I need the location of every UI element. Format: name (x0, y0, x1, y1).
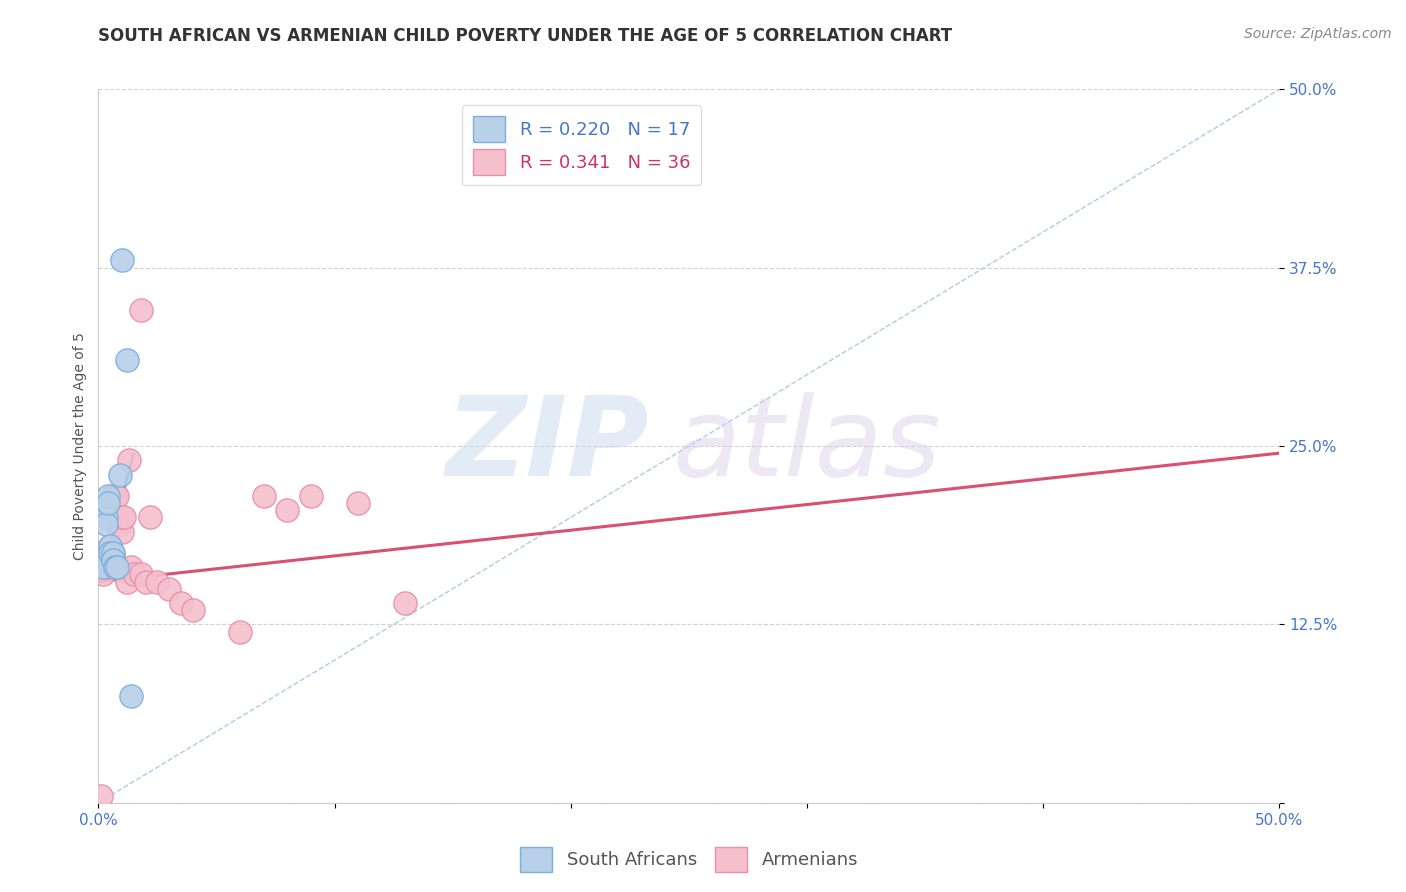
Point (135, 574, 157, 589)
Point (347, 496, 370, 510)
Point (229, 624, 252, 639)
Point (111, 510, 134, 524)
Point (129, 303, 152, 318)
Point (98, 539, 121, 553)
Point (97, 496, 120, 510)
Point (115, 353, 138, 368)
Point (108, 467, 131, 482)
Point (90, 789, 112, 803)
Point (394, 596, 416, 610)
Point (90, 553, 112, 567)
Point (146, 574, 169, 589)
Point (139, 510, 162, 524)
Point (90, 560, 112, 574)
Point (90, 553, 112, 567)
Point (91, 567, 114, 582)
Point (115, 574, 138, 589)
Point (98, 546, 121, 560)
Point (121, 560, 143, 574)
Point (97, 489, 120, 503)
Point (91, 560, 114, 574)
Text: Source: ZipAtlas.com: Source: ZipAtlas.com (1244, 27, 1392, 41)
Point (101, 489, 124, 503)
Point (104, 489, 127, 503)
Point (105, 517, 128, 532)
Point (101, 553, 124, 567)
Point (90, 546, 112, 560)
Point (299, 489, 322, 503)
Point (129, 567, 152, 582)
Point (94, 510, 117, 524)
Point (122, 567, 145, 582)
Point (118, 453, 141, 467)
Point (108, 517, 131, 532)
Point (170, 596, 193, 610)
Point (105, 560, 128, 574)
Point (276, 503, 298, 517)
Text: SOUTH AFRICAN VS ARMENIAN CHILD POVERTY UNDER THE AGE OF 5 CORRELATION CHART: SOUTH AFRICAN VS ARMENIAN CHILD POVERTY … (98, 27, 952, 45)
Point (101, 546, 124, 560)
Point (101, 546, 124, 560)
Point (111, 253, 134, 268)
Point (97, 560, 120, 574)
Point (157, 582, 180, 596)
Point (105, 489, 128, 503)
Point (111, 524, 134, 539)
Point (98, 546, 121, 560)
Point (94, 553, 117, 567)
Point (94, 546, 117, 560)
Legend: South Africans, Armenians: South Africans, Armenians (512, 839, 866, 880)
Text: atlas: atlas (672, 392, 942, 500)
Point (112, 510, 135, 524)
Y-axis label: Child Poverty Under the Age of 5: Child Poverty Under the Age of 5 (73, 332, 87, 560)
Point (181, 603, 204, 617)
Point (94, 517, 117, 532)
Point (253, 489, 276, 503)
Point (98, 539, 121, 553)
Text: ZIP: ZIP (446, 392, 650, 500)
Point (121, 689, 143, 703)
Point (104, 560, 127, 574)
